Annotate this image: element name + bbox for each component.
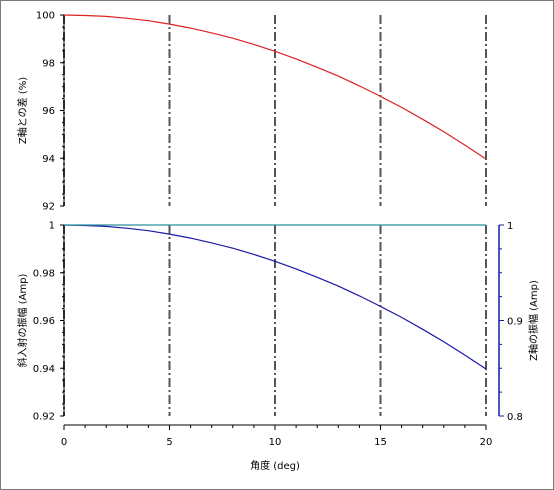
y-axis-title: 斜入射の振幅 (Amp) (16, 273, 29, 367)
y-tick-label: 96 (42, 106, 55, 117)
y2-axis-title: Z軸の振幅 (Amp) (527, 280, 540, 361)
x-tick-label: 15 (374, 437, 387, 448)
y2-tick-label: 0.9 (507, 317, 523, 328)
y-tick-label: 98 (42, 58, 55, 69)
series-line-0 (63, 14, 487, 160)
x-axis-title: 角度 (deg) (250, 459, 300, 472)
y-tick-label: 0.94 (33, 364, 55, 375)
series-line-0 (63, 224, 487, 370)
y-tick-label: 92 (42, 202, 55, 213)
y2-tick-label: 1 (507, 221, 513, 232)
x-tick-label: 20 (480, 437, 493, 448)
top-panel: 92 94 96 98 100 Z軸との差 (%) (16, 11, 487, 213)
y-tick-label: 1 (49, 221, 55, 232)
x-tick-label: 0 (61, 437, 67, 448)
x-tick-label: 5 (166, 437, 172, 448)
y-axis-title: Z軸との差 (%) (16, 77, 29, 144)
x-tick-label: 10 (269, 437, 282, 448)
y-tick-label: 100 (36, 11, 55, 22)
y-tick-label: 0.96 (33, 316, 55, 327)
y-tick-label: 0.92 (33, 412, 55, 423)
y-tick-label: 94 (42, 154, 55, 165)
y-tick-label: 0.98 (33, 268, 55, 279)
y2-tick-label: 0.8 (507, 412, 523, 423)
bottom-panel: 0.92 0.94 0.96 0.98 1 斜入射の振幅 (Amp) 0.8 0.9 1 Z軸の振… (16, 221, 540, 473)
